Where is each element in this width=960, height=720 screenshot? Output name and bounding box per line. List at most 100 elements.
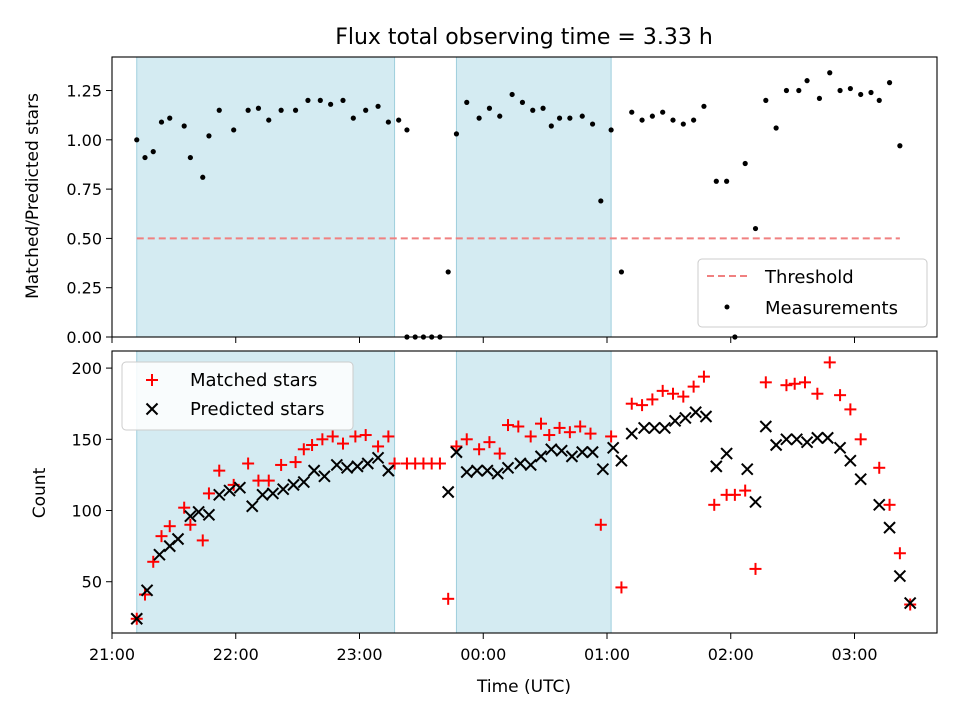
matched-star-point <box>739 484 752 497</box>
matched-star-point <box>450 440 463 453</box>
measurement-point <box>680 121 686 127</box>
matched-star-point <box>697 370 710 383</box>
top-panel: 0.00 0.25 0.50 0.75 1.00 1.25 Matched/Predict… <box>23 56 938 347</box>
predicted-star-point <box>615 454 628 467</box>
matched-star-point <box>834 389 847 402</box>
y-tick-label: 0.50 <box>66 229 102 248</box>
predicted-star-point <box>854 472 867 486</box>
predicted-star-point <box>658 421 671 435</box>
bottom-legend-box <box>121 361 354 431</box>
x-tick-label: 23:00 <box>336 645 382 664</box>
matched-star-point <box>788 377 801 390</box>
measurement-point <box>340 97 346 103</box>
predicted-star-point <box>689 406 702 419</box>
y-tick-label: 150 <box>71 430 102 449</box>
measurement-point <box>464 99 470 105</box>
matched-star-point <box>708 498 721 511</box>
predicted-star-point <box>246 500 259 513</box>
measurement-point <box>150 149 156 155</box>
matched-star-point <box>625 397 638 410</box>
legend-plus-glyph <box>146 374 158 386</box>
matched-star-point <box>904 598 917 611</box>
x-tick-label: 03:00 <box>831 645 877 664</box>
measurement-point <box>589 121 596 127</box>
predicted-star-point <box>790 433 803 446</box>
measurement-point <box>497 113 503 119</box>
measurement-point <box>639 117 645 123</box>
matched-star-point <box>297 443 310 456</box>
legend-matched-label: Matched stars <box>190 370 317 391</box>
matched-star-point <box>854 433 867 446</box>
measurement-point <box>897 143 903 149</box>
measurement-point <box>827 70 833 76</box>
predicted-star-point <box>844 454 857 467</box>
matched-star-point <box>275 458 288 471</box>
matched-star-point <box>811 387 824 400</box>
predicted-star-point <box>749 495 762 509</box>
predicted-star-point <box>586 445 599 459</box>
legend-predicted-label: Predicted stars <box>190 399 324 420</box>
matched-star-point <box>483 436 496 449</box>
matched-star-point <box>823 356 836 369</box>
predicted-star-point <box>192 505 205 519</box>
top-panel-frame <box>111 56 938 338</box>
measurement-point <box>713 178 719 184</box>
measurement-point <box>396 117 402 123</box>
measurement-point <box>404 127 410 133</box>
predicted-star-point <box>470 464 484 477</box>
matched-star-point <box>780 379 793 392</box>
matched-star-point <box>512 420 525 433</box>
predicted-star-point <box>545 443 558 456</box>
matched-star-point <box>574 420 587 433</box>
measurement-point <box>134 137 140 143</box>
measurement-point <box>691 117 697 123</box>
matched-star-point <box>388 457 401 470</box>
matched-star-point <box>844 403 857 416</box>
matched-star-point <box>553 421 566 434</box>
x-tick-label: 02:00 <box>708 645 754 664</box>
measurement-point <box>266 117 272 123</box>
matched-star-point <box>262 474 275 487</box>
matched-star-point <box>493 447 506 460</box>
measurement-point <box>363 107 369 113</box>
y-tick-label: 0.00 <box>66 328 102 347</box>
measurement-point <box>742 160 748 167</box>
measurement-point <box>317 97 323 103</box>
predicted-star-point <box>450 445 463 459</box>
predicted-star-point <box>534 450 548 463</box>
measurement-point <box>476 115 482 121</box>
predicted-star-point <box>648 421 661 435</box>
measurement-point <box>187 154 193 161</box>
predicted-star-point <box>800 435 814 449</box>
predicted-star-point <box>576 445 589 459</box>
predicted-star-point <box>460 465 473 479</box>
predicted-star-point <box>140 584 154 597</box>
matched-star-point <box>184 518 197 531</box>
top-legend: Threshold Measurements <box>697 258 928 328</box>
matched-star-point <box>202 487 215 500</box>
predicted-star-point <box>903 596 917 610</box>
measurement-point <box>158 119 165 125</box>
predicted-star-point <box>710 460 723 473</box>
p1-shaded-interval <box>455 56 612 338</box>
matched-star-point <box>163 520 176 533</box>
measurement-point <box>375 103 381 109</box>
matched-star-point <box>728 488 741 501</box>
chart-title: Flux total observing time = 3.33 h <box>335 25 713 50</box>
predicted-star-point <box>637 421 651 435</box>
top-ylabel: Matched/Predicted stars <box>23 93 43 299</box>
predicted-star-point <box>256 488 269 502</box>
predicted-star-point <box>233 481 247 494</box>
measurement-point <box>660 109 666 115</box>
y-tick-label: 0.25 <box>66 279 102 298</box>
matched-star-point <box>473 443 486 456</box>
measurement-point <box>868 89 874 96</box>
x-tick-label: 00:00 <box>460 645 506 664</box>
predicted-star-point <box>821 431 834 445</box>
predicted-star-point <box>606 441 620 455</box>
legend-x-glyph <box>145 402 159 416</box>
predicted-star-point <box>371 451 385 465</box>
matched-star-point <box>147 555 160 568</box>
matched-star-point <box>196 534 209 547</box>
matched-star-point <box>306 439 319 451</box>
